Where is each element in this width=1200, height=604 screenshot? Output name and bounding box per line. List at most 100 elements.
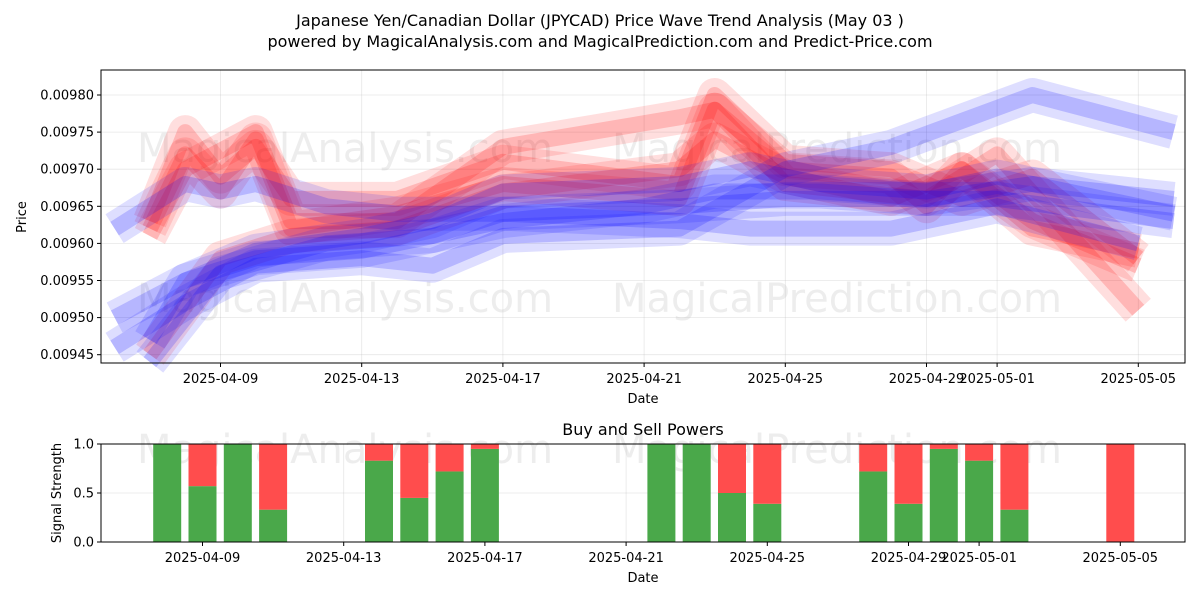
signal-bars-group: [153, 444, 1135, 542]
buy-power-bar: [859, 471, 888, 542]
sell-power-bar: [470, 444, 499, 449]
price-y-ticks: 0.00945 0.00950 0.00955 0.00960 0.00965 0.009…: [40, 89, 101, 363]
signal-y-axis-label: Signal Strength: [50, 443, 65, 543]
signal-y-tick-label: 0.0: [73, 536, 94, 551]
buy-power-bar: [929, 448, 958, 542]
price-x-tick-label: 2025-04-17: [465, 372, 541, 387]
watermark-bottom-right: MagicalPrediction.com: [612, 427, 1062, 473]
signal-x-tick-label: 2025-04-17: [447, 551, 523, 566]
sell-power-bar: [365, 444, 393, 461]
price-series-line: [143, 176, 1175, 344]
signal-x-axis-label: Date: [627, 571, 658, 586]
price-y-tick-label: 0.00975: [40, 126, 94, 141]
sell-power-bar: [400, 444, 429, 498]
price-plot-frame: [100, 69, 1186, 364]
price-series-band: [134, 92, 1145, 282]
sell-power-bar: [1000, 444, 1029, 510]
price-series-line: [142, 87, 1144, 265]
price-series-band: [136, 122, 1142, 365]
sell-power-bar: [718, 444, 746, 493]
sell-power-bar: [965, 444, 994, 461]
watermark-mid-left: MagicalAnalysis.com: [137, 276, 553, 322]
price-x-axis-label: Date: [627, 392, 658, 407]
buy-power-bar: [153, 444, 182, 542]
price-x-tick-label: 2025-04-21: [606, 372, 682, 387]
price-series-line: [143, 198, 1141, 368]
sell-power-bar: [1106, 444, 1135, 542]
buy-power-bar: [753, 503, 782, 542]
signal-x-tick-label: 2025-04-25: [730, 551, 806, 566]
price-series-band: [105, 78, 1178, 362]
chart-title-line1: Japanese Yen/Canadian Dollar (JPYCAD) Pr…: [295, 11, 904, 30]
price-series-band: [134, 78, 1149, 272]
signal-y-ticks: 0.0 0.5 1.0: [73, 438, 101, 551]
price-series-line: [110, 87, 1176, 355]
signal-x-tick-label: 2025-05-05: [1083, 551, 1159, 566]
signal-x-tick-label: 2025-04-21: [588, 551, 664, 566]
buy-power-bar: [365, 460, 393, 542]
price-series-band: [106, 152, 1178, 333]
buy-power-bar: [682, 444, 711, 542]
buy-power-bar: [259, 509, 288, 542]
price-x-ticks: 2025-04-09 2025-04-13 2025-04-17 2025-04-21…: [183, 363, 1176, 387]
signal-y-tick-label: 1.0: [73, 438, 94, 453]
buy-power-bar: [223, 444, 252, 542]
signal-x-tick-label: 2025-05-01: [941, 551, 1017, 566]
sell-power-bar: [894, 444, 923, 504]
price-x-tick-label: 2025-04-13: [324, 372, 400, 387]
sell-power-bar: [188, 444, 217, 487]
buy-power-bar: [965, 460, 994, 542]
price-y-axis-label: Price: [15, 201, 30, 233]
signal-x-ticks: 2025-04-09 2025-04-13 2025-04-17 2025-04-21…: [165, 542, 1158, 566]
buy-power-bar: [470, 448, 499, 542]
price-y-tick-label: 0.00970: [40, 163, 94, 178]
price-series-line: [110, 176, 1175, 236]
chart-title-line2: powered by MagicalAnalysis.com and Magic…: [267, 32, 932, 51]
price-y-tick-label: 0.00945: [40, 348, 94, 363]
price-series-band: [105, 167, 1176, 243]
price-x-tick-label: 2025-05-05: [1101, 372, 1177, 387]
buy-power-bar: [647, 444, 676, 542]
price-series-band: [134, 92, 1151, 322]
sell-power-bar: [929, 444, 958, 449]
sell-power-bar: [753, 444, 782, 504]
price-series-group: [105, 78, 1178, 373]
buy-power-bar: [400, 497, 429, 542]
sell-power-bar: [859, 444, 888, 472]
signal-y-tick-label: 0.5: [73, 487, 94, 502]
price-series-line: [142, 101, 1142, 274]
price-series-line: [110, 161, 1176, 325]
price-series-line: [143, 131, 1140, 360]
signal-x-tick-label: 2025-04-29: [871, 551, 947, 566]
price-x-tick-label: 2025-05-01: [959, 372, 1035, 387]
buy-power-bar: [435, 471, 464, 542]
price-series-line: [142, 101, 1145, 316]
price-y-tick-label: 0.00980: [40, 89, 94, 104]
signal-panel: Buy and Sell Powers MagicalAnalysis.com …: [50, 420, 1186, 586]
signal-x-tick-label: 2025-04-13: [306, 551, 382, 566]
watermark-top-left: MagicalAnalysis.com: [137, 126, 553, 172]
sell-power-bar: [435, 444, 464, 472]
price-y-tick-label: 0.00960: [40, 237, 94, 252]
watermark-mid-right: MagicalPrediction.com: [612, 276, 1062, 322]
price-y-tick-label: 0.00965: [40, 200, 94, 215]
buy-power-bar: [718, 493, 746, 542]
buy-power-bar: [894, 503, 923, 542]
price-y-tick-label: 0.00955: [40, 274, 94, 289]
price-x-tick-label: 2025-04-25: [748, 372, 824, 387]
price-series-band: [135, 167, 1176, 349]
price-panel: MagicalAnalysis.com MagicalPrediction.co…: [15, 69, 1186, 407]
buy-power-bar: [1000, 509, 1029, 542]
price-y-tick-label: 0.00950: [40, 311, 94, 326]
signal-x-tick-label: 2025-04-09: [165, 551, 241, 566]
price-x-tick-label: 2025-04-09: [183, 372, 259, 387]
buy-power-bar: [188, 486, 217, 542]
signal-panel-title: Buy and Sell Powers: [562, 420, 724, 439]
watermark-top-right: MagicalPrediction.com: [612, 126, 1062, 172]
price-grid: [101, 70, 1185, 363]
price-x-tick-label: 2025-04-29: [889, 372, 965, 387]
price-series-band: [136, 189, 1143, 373]
price-plot-area: [101, 70, 1185, 363]
sell-power-bar: [259, 444, 288, 510]
